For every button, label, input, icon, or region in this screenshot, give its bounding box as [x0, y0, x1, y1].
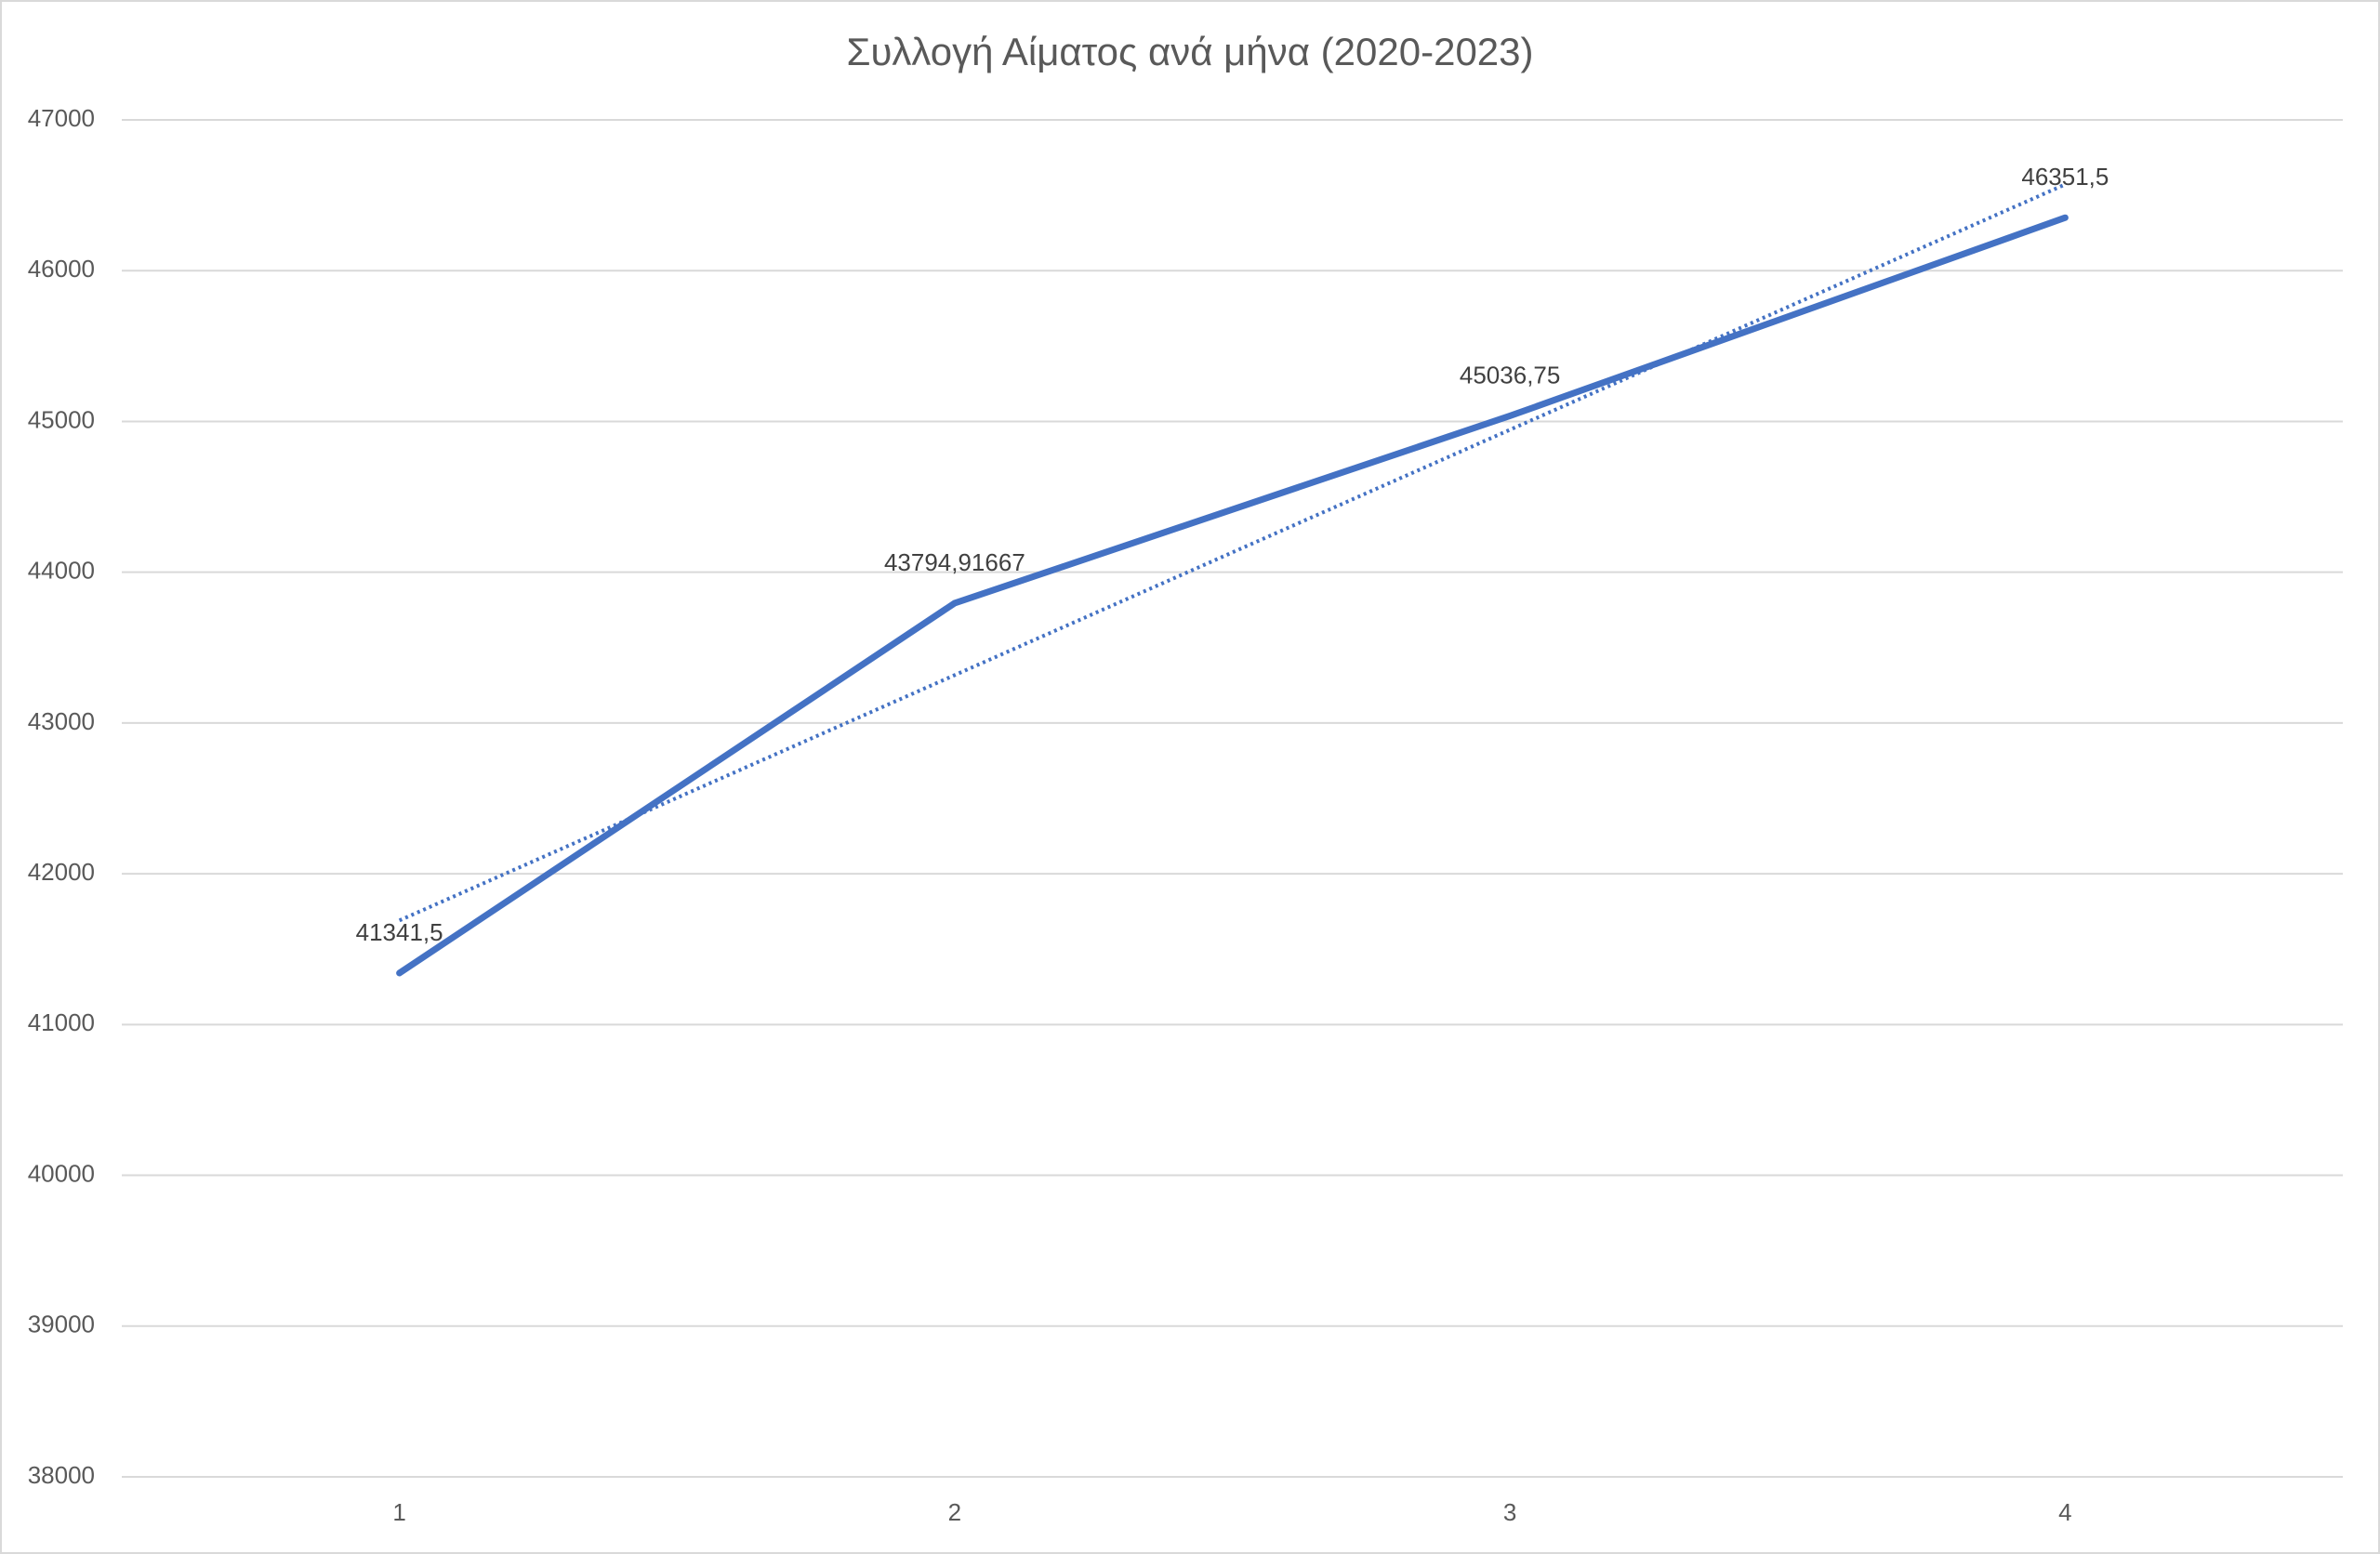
trendline [398, 182, 2067, 923]
data-label: 45036,75 [1460, 361, 1560, 388]
data-label: 46351,5 [2021, 163, 2109, 191]
y-tick-label: 38000 [28, 1461, 95, 1489]
y-tick-label: 45000 [28, 405, 95, 433]
y-tick-label: 44000 [28, 557, 95, 585]
y-tick-label: 46000 [28, 255, 95, 283]
y-tick-label: 43000 [28, 707, 95, 735]
data-label: 41341,5 [356, 918, 443, 946]
data-label: 43794,91667 [884, 548, 1025, 576]
y-tick-label: 40000 [28, 1159, 95, 1187]
chart-title: Συλλογή Αίματος ανά μήνα (2020-2023) [846, 30, 1533, 73]
x-tick-label: 1 [392, 1498, 405, 1526]
line [396, 214, 2069, 977]
x-tick-label: 3 [1503, 1498, 1516, 1526]
y-tick-label: 47000 [28, 104, 95, 132]
y-tick-label: 41000 [28, 1008, 95, 1036]
x-tick-label: 2 [948, 1498, 961, 1526]
y-tick-label: 42000 [28, 858, 95, 886]
x-tick-label: 4 [2058, 1498, 2071, 1526]
y-tick-label: 39000 [28, 1310, 95, 1338]
